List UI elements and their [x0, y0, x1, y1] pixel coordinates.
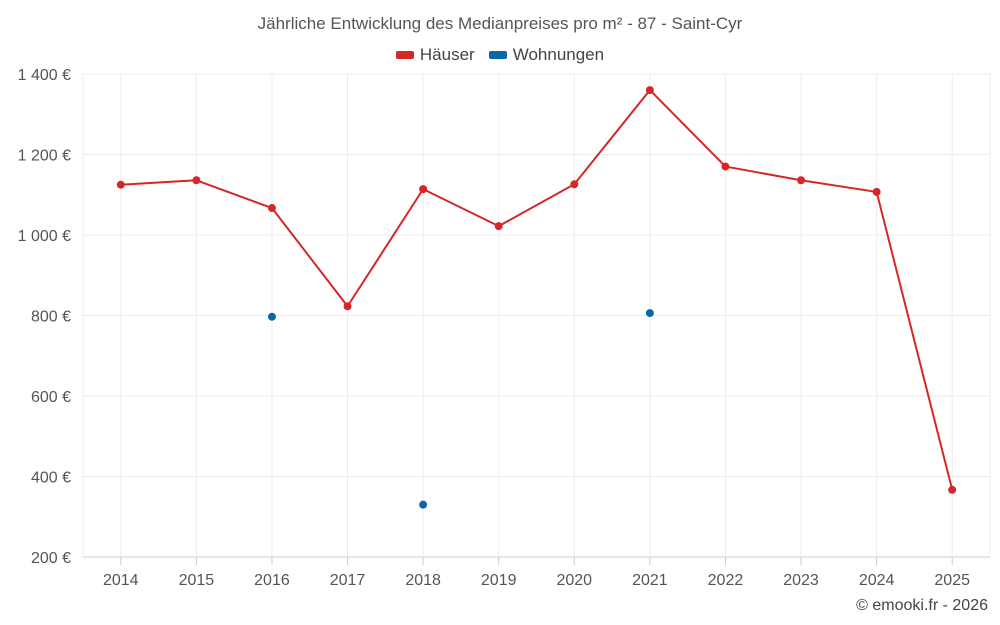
data-point-haeuser — [343, 302, 352, 311]
legend-swatch-wohnungen — [488, 51, 507, 59]
y-tick-label: 600 € — [31, 389, 71, 406]
x-tick-label: 2023 — [783, 572, 819, 589]
x-tick-label: 2016 — [254, 572, 290, 589]
data-point-haeuser — [645, 86, 654, 95]
x-tick-label: 2024 — [859, 572, 895, 589]
data-point-haeuser — [267, 204, 276, 213]
chart-title: Jährliche Entwicklung des Medianpreises … — [257, 14, 743, 33]
data-point-haeuser — [116, 180, 125, 189]
x-tick-label: 2020 — [556, 572, 592, 589]
data-point-haeuser — [872, 187, 881, 196]
data-point-haeuser — [797, 176, 806, 185]
y-tick-label: 1 000 € — [18, 228, 71, 245]
data-point-wohnungen — [645, 309, 654, 318]
data-point-haeuser — [494, 222, 503, 231]
legend-label-haeuser: Häuser — [419, 45, 475, 64]
x-tick-label: 2021 — [632, 572, 668, 589]
y-tick-label: 200 € — [31, 550, 71, 567]
data-point-haeuser — [419, 185, 428, 194]
legend-swatch-haeuser — [395, 51, 414, 59]
x-tick-label: 2019 — [481, 572, 517, 589]
legend-label-wohnungen: Wohnungen — [512, 45, 605, 64]
x-tick-label: 2018 — [405, 572, 441, 589]
x-tick-label: 2017 — [330, 572, 366, 589]
legend-item-wohnungen[interactable]: Wohnungen — [488, 45, 605, 65]
y-tick-label: 400 € — [31, 470, 71, 487]
x-tick-label: 2015 — [179, 572, 215, 589]
legend-item-haeuser[interactable]: Häuser — [395, 45, 475, 65]
x-tick-label: 2014 — [103, 572, 139, 589]
data-point-haeuser — [192, 176, 201, 185]
y-tick-label: 800 € — [31, 309, 71, 326]
series-line-haeuser — [120, 89, 954, 491]
y-tick-label: 1 400 € — [18, 67, 71, 84]
x-tick-label: 2022 — [708, 572, 744, 589]
x-tick-label: 2025 — [934, 572, 970, 589]
data-point-haeuser — [948, 485, 957, 494]
y-tick-label: 1 200 € — [18, 148, 71, 165]
data-point-haeuser — [570, 180, 579, 189]
data-point-wohnungen — [419, 500, 428, 509]
data-point-wohnungen — [267, 312, 276, 321]
copyright-footer: © emooki.fr - 2026 — [856, 597, 988, 614]
data-point-haeuser — [721, 162, 730, 171]
legend: Häuser Wohnungen — [0, 45, 1000, 65]
